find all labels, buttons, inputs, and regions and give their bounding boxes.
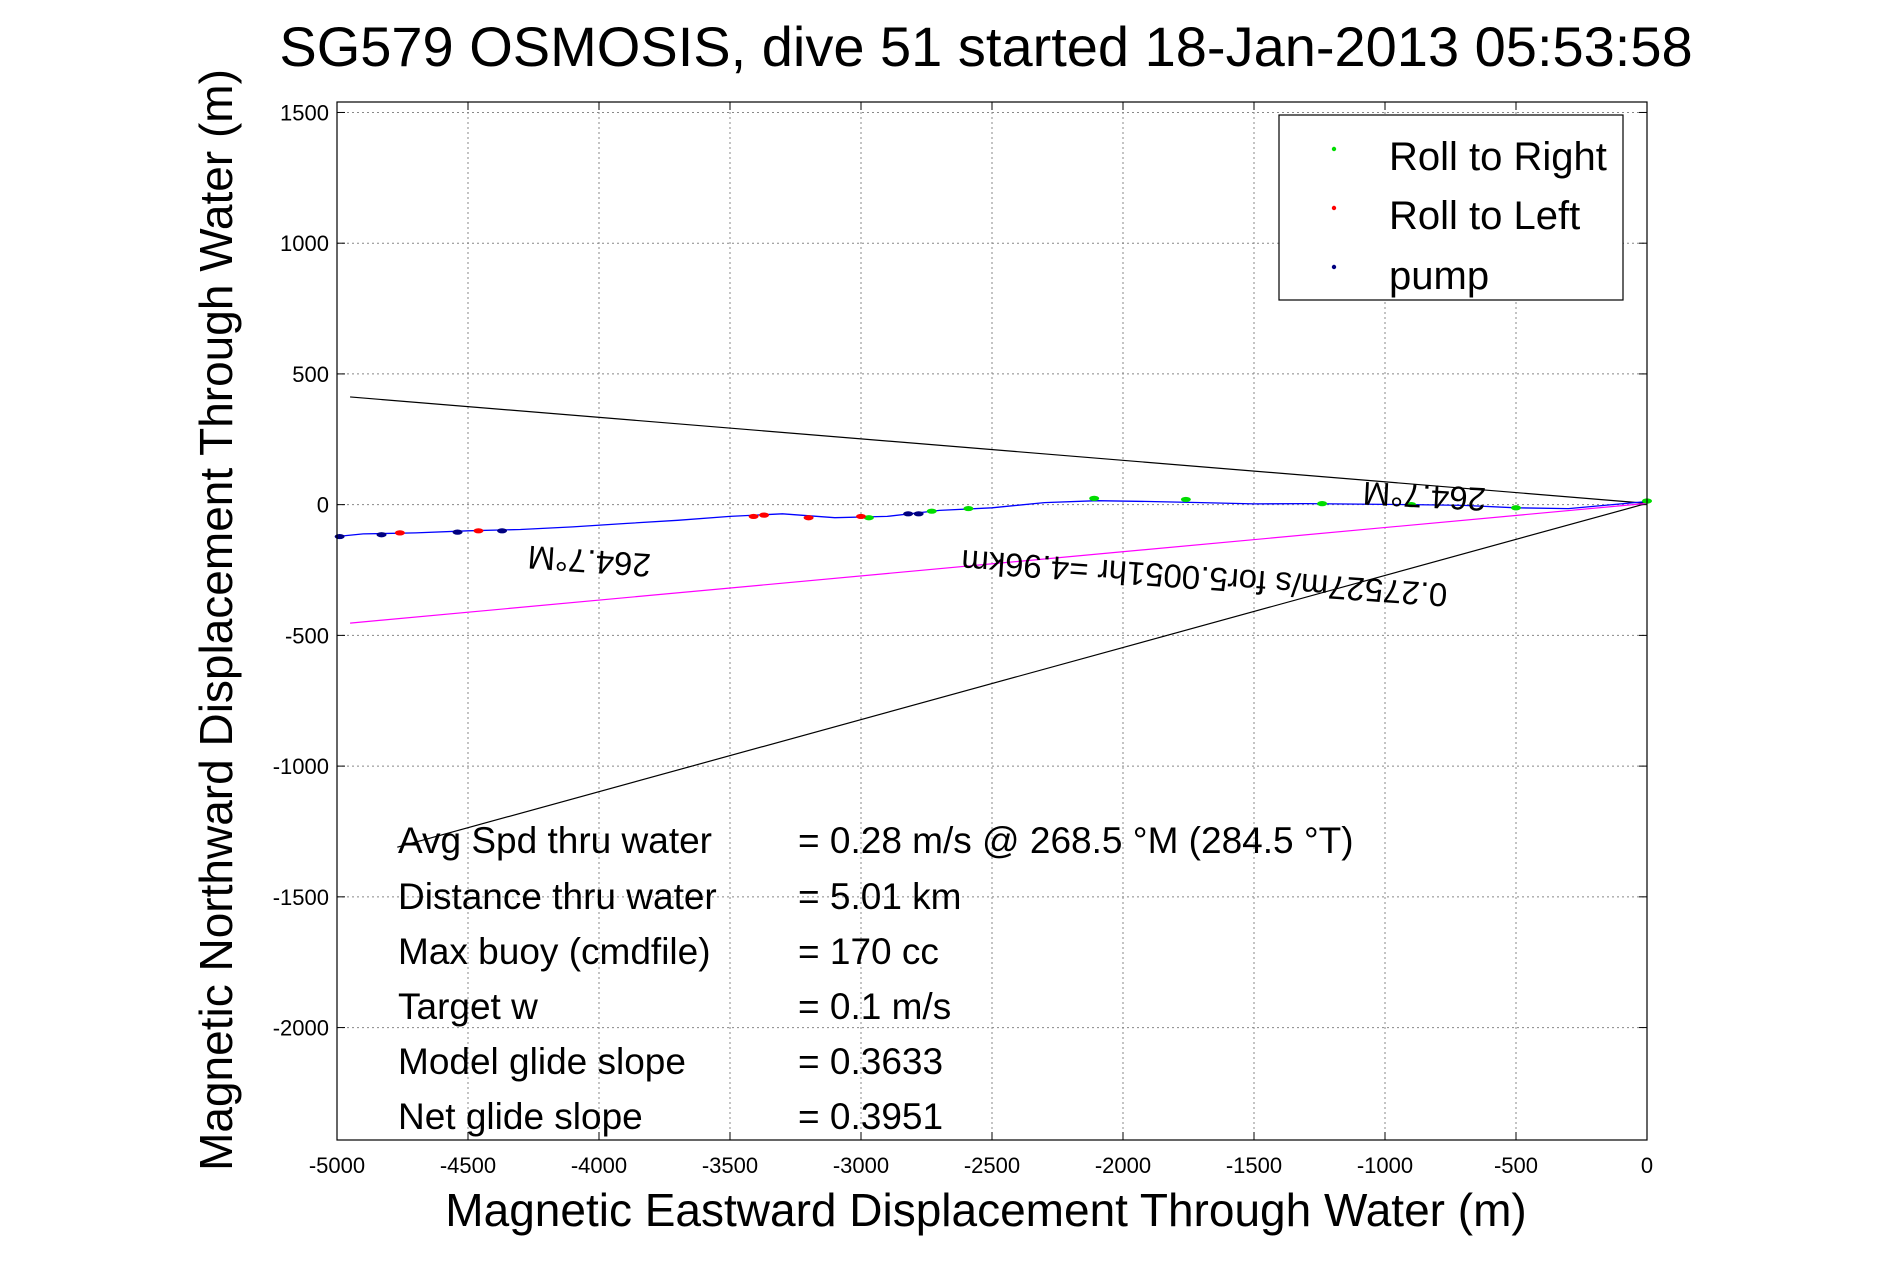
stat-value-target-w: = 0.1 m/s xyxy=(798,986,951,1027)
y-tick-label: 500 xyxy=(292,362,329,387)
y-tick-label: 1500 xyxy=(280,100,329,125)
stat-label-max-buoy: Max buoy (cmdfile) xyxy=(398,931,711,972)
heading-label-left: 264.7°M xyxy=(526,539,652,585)
line-heading-upper xyxy=(350,396,1648,504)
legend: Roll to Right Roll to Left pump xyxy=(1278,114,1624,301)
y-tick-label: 0 xyxy=(317,493,329,518)
stat-value-max-buoy: = 170 cc xyxy=(798,931,939,972)
roll-right-point xyxy=(1406,502,1417,508)
x-tick-label: -4000 xyxy=(571,1153,627,1178)
pump-point xyxy=(376,532,387,538)
x-tick-label: -2000 xyxy=(1095,1153,1151,1178)
y-tick-label: -500 xyxy=(285,623,329,648)
roll-left-point xyxy=(803,515,814,521)
roll-left-point xyxy=(759,512,770,518)
x-tick-label: -1000 xyxy=(1357,1153,1413,1178)
heading-label-right: 264.7°M xyxy=(1362,475,1487,518)
legend-label-roll-to-right: Roll to Right xyxy=(1389,135,1607,179)
roll-right-point xyxy=(1089,495,1100,501)
stat-label-net-glide: Net glide slope xyxy=(398,1096,643,1137)
pump-point xyxy=(497,528,508,534)
roll-left-point xyxy=(473,528,484,534)
stat-label-avg-speed: Avg Spd thru water xyxy=(398,820,712,861)
pump-point xyxy=(334,533,345,540)
line-heading-lower xyxy=(397,502,1648,848)
pump-point xyxy=(903,511,914,517)
roll-right-point xyxy=(1180,496,1191,503)
legend-label-roll-to-left: Roll to Left xyxy=(1389,194,1580,238)
line-heading-mid xyxy=(350,502,1648,624)
y-axis-label: Magnetic Northward Displacement Through … xyxy=(190,69,242,1171)
stat-label-distance: Distance thru water xyxy=(398,876,717,917)
chart-title: SG579 OSMOSIS, dive 51 started 18-Jan-20… xyxy=(279,15,1692,78)
x-tick-label: -2500 xyxy=(964,1153,1020,1178)
legend-label-pump: pump xyxy=(1389,254,1489,298)
legend-box xyxy=(1278,114,1624,301)
x-tick-label: 0 xyxy=(1641,1153,1653,1178)
x-tick-label: -500 xyxy=(1494,1153,1538,1178)
stats-block: Avg Spd thru water = 0.28 m/s @ 268.5 °M… xyxy=(398,820,1354,1137)
legend-marker-pump xyxy=(1331,264,1337,270)
roll-left-point xyxy=(856,513,866,520)
stat-label-target-w: Target w xyxy=(398,986,538,1027)
roll-right-point xyxy=(1317,501,1328,507)
roll-right-point xyxy=(926,508,937,514)
x-axis-label: Magnetic Eastward Displacement Through W… xyxy=(445,1184,1526,1236)
roll-left-point xyxy=(748,513,759,520)
stat-value-model-glide: = 0.3633 xyxy=(798,1041,943,1082)
roll-right-point xyxy=(1511,505,1521,511)
x-tick-label: -3000 xyxy=(833,1153,889,1178)
x-tick-label: -5000 xyxy=(309,1153,365,1178)
legend-marker-roll-to-right xyxy=(1331,146,1337,152)
x-tick-label: -4500 xyxy=(440,1153,496,1178)
y-axis-ticks: -2000 -1500 -1000 -500 0 500 1000 1500 xyxy=(273,100,1647,1041)
roll-right-point xyxy=(863,515,874,521)
roll-right-point xyxy=(963,505,974,512)
y-tick-label: -2000 xyxy=(273,1016,329,1041)
legend-marker-roll-to-left xyxy=(1331,205,1337,211)
stat-value-avg-speed: = 0.28 m/s @ 268.5 °M (284.5 °T) xyxy=(798,820,1354,861)
pump-point xyxy=(913,511,924,517)
y-tick-label: -1500 xyxy=(273,885,329,910)
x-axis-ticks: -5000 -4500 -4000 -3500 -3000 -2500 -2000 -1500… xyxy=(309,102,1653,1178)
roll-left-point xyxy=(394,530,405,536)
y-tick-label: -1000 xyxy=(273,754,329,779)
y-tick-label: 1000 xyxy=(280,231,329,256)
x-tick-label: -1500 xyxy=(1226,1153,1282,1178)
x-tick-label: -3500 xyxy=(702,1153,758,1178)
stat-label-model-glide: Model glide slope xyxy=(398,1041,686,1082)
stat-value-net-glide: = 0.3951 xyxy=(798,1096,943,1137)
pump-point xyxy=(452,529,463,535)
plot-frame xyxy=(336,101,1648,1141)
stat-value-distance: = 5.01 km xyxy=(798,876,962,917)
heading-lines xyxy=(350,396,1648,848)
